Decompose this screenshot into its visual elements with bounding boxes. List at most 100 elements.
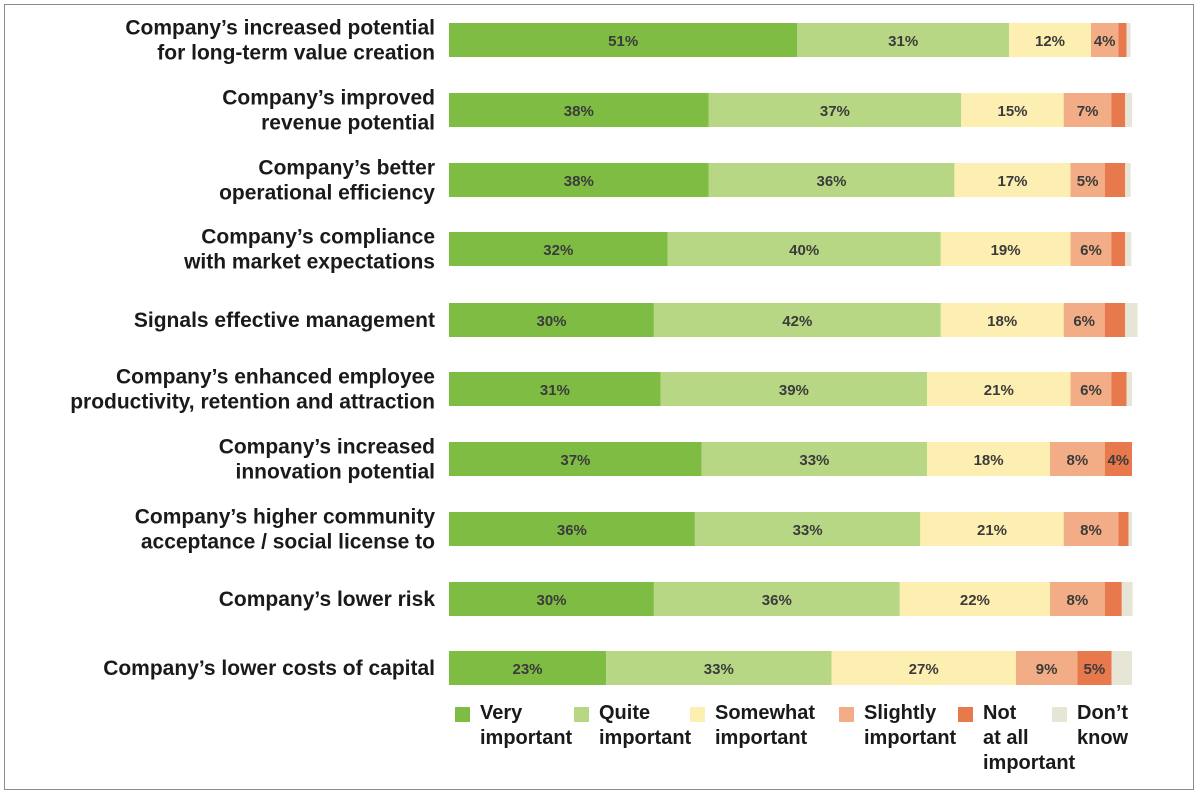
bar-very-important-3	[449, 163, 709, 197]
bar-very-important-1	[449, 23, 798, 57]
value-label-slightly-important-10: 9%	[1036, 661, 1058, 678]
value-label-slightly-important-9: 8%	[1067, 592, 1089, 609]
value-label-slightly-important-5: 6%	[1073, 313, 1095, 330]
category-label-4: Company’s compliance with market expectat…	[183, 226, 435, 274]
value-label-very-important-9: 30%	[536, 592, 566, 609]
category-label-3: Company’s better operational efficiency	[219, 157, 435, 205]
value-label-very-important-6: 31%	[540, 382, 570, 399]
bar-quite-important-7	[701, 442, 928, 476]
category-label-1: Company’s increased potential for long-te…	[125, 17, 435, 65]
bar-quite-important-1	[797, 23, 1009, 57]
bar-very-important-10	[449, 651, 607, 685]
bar-somewhat-important-7	[927, 442, 1050, 476]
value-label-very-important-5: 30%	[536, 313, 566, 330]
value-label-slightly-important-6: 6%	[1080, 382, 1102, 399]
value-label-quite-important-1: 31%	[888, 33, 918, 50]
value-label-somewhat-important-1: 12%	[1035, 33, 1065, 50]
value-label-slightly-important-3: 5%	[1077, 173, 1099, 190]
value-label-very-important-1: 51%	[608, 33, 638, 50]
bar-somewhat-important-1	[1009, 23, 1092, 57]
value-label-very-important-4: 32%	[543, 242, 573, 259]
bar-somewhat-important-3	[954, 163, 1071, 197]
bar-slightly-important-1	[1091, 23, 1119, 57]
value-label-somewhat-important-6: 21%	[984, 382, 1014, 399]
bar-slightly-important-8	[1063, 512, 1119, 546]
value-label-somewhat-important-9: 22%	[960, 592, 990, 609]
value-label-not-at-all-important-7: 4%	[1107, 452, 1129, 469]
bar-don-t-know-9	[1121, 582, 1133, 616]
bar-very-important-5	[449, 303, 654, 337]
bar-very-important-2	[449, 93, 709, 127]
bar-very-important-4	[449, 232, 668, 266]
bar-not-at-all-important-4	[1111, 232, 1126, 266]
category-label-6: Company’s enhanced employee productivity,…	[70, 366, 435, 414]
bar-quite-important-4	[667, 232, 941, 266]
value-label-slightly-important-8: 8%	[1080, 522, 1102, 539]
bar-not-at-all-important-1	[1118, 23, 1127, 57]
category-label-2: Company’s improved revenue potential	[222, 87, 435, 135]
value-label-quite-important-9: 36%	[762, 592, 792, 609]
bar-somewhat-important-10	[831, 651, 1016, 685]
category-label-8: Company’s higher community acceptance / s…	[135, 506, 436, 554]
bar-quite-important-8	[694, 512, 921, 546]
value-label-slightly-important-2: 7%	[1077, 103, 1099, 120]
bar-don-t-know-3	[1125, 163, 1131, 197]
value-label-somewhat-important-10: 27%	[909, 661, 939, 678]
bar-quite-important-9	[653, 582, 900, 616]
value-label-somewhat-important-2: 15%	[997, 103, 1027, 120]
value-label-very-important-2: 38%	[564, 103, 594, 120]
bar-slightly-important-5	[1063, 303, 1105, 337]
value-label-slightly-important-7: 8%	[1067, 452, 1089, 469]
value-label-quite-important-7: 33%	[799, 452, 829, 469]
value-label-very-important-7: 37%	[560, 452, 590, 469]
bar-somewhat-important-4	[940, 232, 1071, 266]
bar-quite-important-6	[660, 372, 928, 406]
bar-don-t-know-10	[1111, 651, 1132, 685]
bar-not-at-all-important-9	[1104, 582, 1122, 616]
value-label-slightly-important-1: 4%	[1094, 33, 1116, 50]
value-label-somewhat-important-3: 17%	[997, 173, 1027, 190]
bar-not-at-all-important-7	[1104, 442, 1132, 476]
category-label-7: Company’s increased innovation potential	[219, 436, 435, 484]
value-label-quite-important-3: 36%	[816, 173, 846, 190]
value-label-quite-important-5: 42%	[782, 313, 812, 330]
bar-don-t-know-2	[1125, 93, 1132, 127]
value-label-very-important-3: 38%	[564, 173, 594, 190]
category-labels: Company’s increased potential for long-te…	[70, 17, 435, 681]
bar-slightly-important-9	[1050, 582, 1105, 616]
bar-not-at-all-important-3	[1104, 163, 1126, 197]
bar-slightly-important-2	[1063, 93, 1112, 127]
bar-don-t-know-8	[1128, 512, 1132, 546]
bar-somewhat-important-2	[961, 93, 1064, 127]
value-label-quite-important-4: 40%	[789, 242, 819, 259]
bar-don-t-know-4	[1125, 232, 1132, 266]
bar-somewhat-important-8	[920, 512, 1064, 546]
bar-slightly-important-7	[1050, 442, 1105, 476]
value-label-very-important-10: 23%	[512, 661, 542, 678]
bars	[449, 23, 1138, 685]
bar-very-important-8	[449, 512, 695, 546]
bar-quite-important-3	[708, 163, 955, 197]
bar-quite-important-5	[653, 303, 941, 337]
category-label-10: Company’s lower costs of capital	[103, 657, 435, 680]
bar-slightly-important-10	[1015, 651, 1078, 685]
bar-quite-important-2	[708, 93, 962, 127]
value-label-somewhat-important-5: 18%	[987, 313, 1017, 330]
bar-not-at-all-important-8	[1118, 512, 1129, 546]
bar-not-at-all-important-10	[1077, 651, 1112, 685]
bar-quite-important-10	[606, 651, 832, 685]
value-label-somewhat-important-8: 21%	[977, 522, 1007, 539]
bar-somewhat-important-9	[899, 582, 1051, 616]
value-label-somewhat-important-7: 18%	[974, 452, 1004, 469]
value-label-quite-important-2: 37%	[820, 103, 850, 120]
value-label-quite-important-6: 39%	[779, 382, 809, 399]
bar-slightly-important-6	[1070, 372, 1112, 406]
bar-slightly-important-3	[1070, 163, 1105, 197]
bar-not-at-all-important-5	[1104, 303, 1126, 337]
value-label-slightly-important-4: 6%	[1080, 242, 1102, 259]
category-label-9: Company’s lower risk	[219, 588, 436, 611]
bar-very-important-6	[449, 372, 661, 406]
bar-slightly-important-4	[1070, 232, 1112, 266]
bar-not-at-all-important-6	[1111, 372, 1127, 406]
